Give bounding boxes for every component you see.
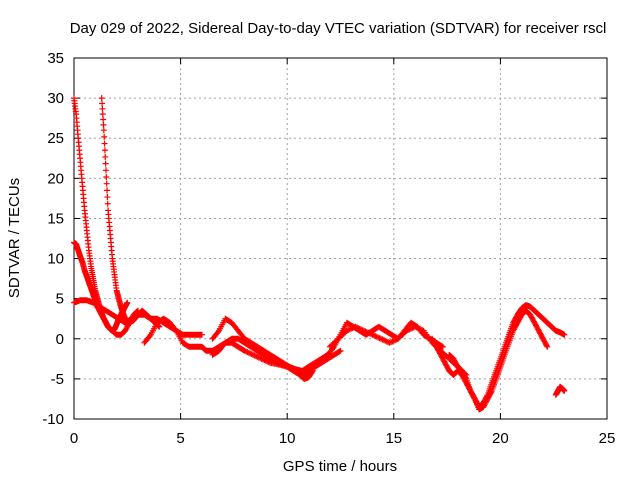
y-tick-label: 35 — [47, 50, 64, 67]
y-tick-label: -10 — [42, 411, 64, 428]
x-axis-label: GPS time / hours — [283, 458, 397, 475]
x-tick-label: 25 — [599, 430, 616, 447]
series-arc-12 — [552, 383, 568, 398]
point-markers-arc-11 — [446, 307, 551, 413]
y-tick-label: 25 — [47, 130, 64, 147]
x-tick-label: 15 — [385, 430, 402, 447]
y-tick-label: 0 — [56, 331, 64, 348]
y-tick-label: 20 — [47, 170, 64, 187]
x-tick-label: 5 — [176, 430, 184, 447]
point-markers-arc-7 — [209, 335, 312, 374]
y-tick-label: 5 — [56, 291, 64, 308]
x-tick-label: 20 — [492, 430, 509, 447]
y-tick-label: 30 — [47, 90, 64, 107]
series-arc-7 — [209, 335, 312, 374]
y-tick-label: 10 — [47, 251, 64, 268]
axis-ticks: 0 5 10 15 20 25 -10 -5 0 5 10 15 20 25 30 35 — [42, 50, 615, 447]
x-tick-label: 10 — [279, 430, 296, 447]
point-markers-arc-12 — [552, 383, 568, 398]
data-marks — [71, 95, 568, 413]
y-tick-label: -5 — [51, 371, 64, 388]
plot-frame — [73, 57, 608, 420]
y-tick-label: 15 — [47, 210, 64, 227]
chart-title: Day 029 of 2022, Sidereal Day-to-day VTE… — [70, 20, 607, 37]
series-arc-11 — [446, 307, 551, 413]
x-tick-label: 0 — [70, 430, 78, 447]
y-axis-label: SDTVAR / TECUs — [6, 178, 23, 298]
